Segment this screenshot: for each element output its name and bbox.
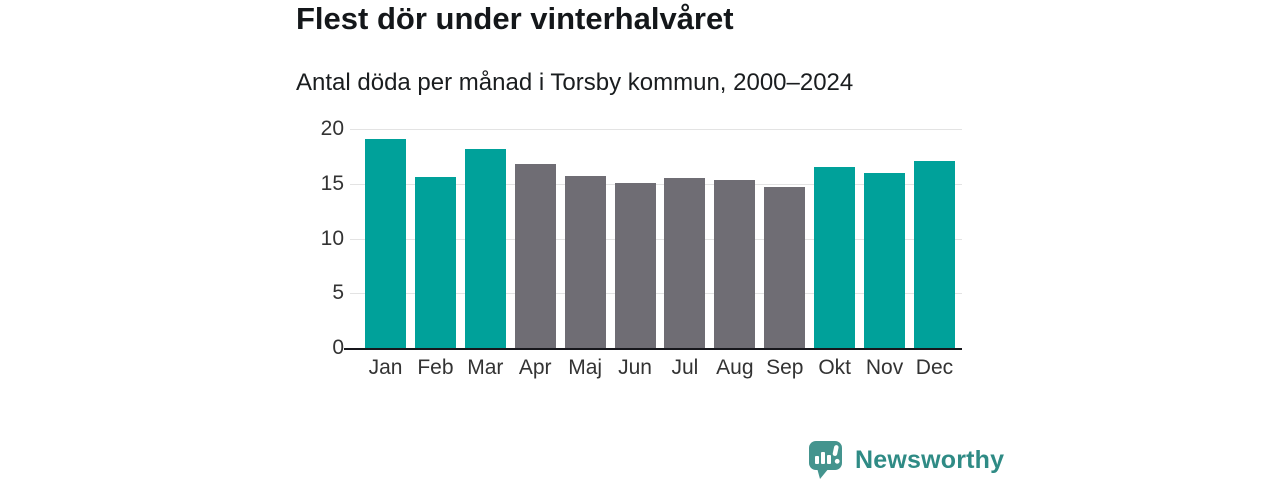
bar-maj: [564, 176, 606, 348]
gridline-20: [350, 129, 962, 130]
newsworthy-wordmark: Newsworthy: [855, 446, 1005, 474]
x-axis-line: [344, 348, 962, 350]
bar-series: [350, 129, 962, 348]
newsworthy-logo-icon: [809, 441, 842, 479]
x-tick-label-aug: Aug: [716, 356, 754, 379]
bar-jul: [664, 178, 706, 348]
y-tick-label-0: 0: [332, 336, 344, 359]
x-tick-label-jun: Jun: [618, 356, 652, 379]
bar-mar: [464, 148, 506, 348]
gridline-10: [350, 238, 962, 240]
x-tick-label-apr: Apr: [518, 356, 552, 379]
x-tick-label-okt: Okt: [818, 356, 851, 379]
bar-chart-plot-area: 0 5 10 15 20 Jan Feb Mar Apr Maj Jun Jul Aug Sep Okt N…: [321, 117, 962, 379]
bar-sep: [764, 187, 806, 348]
chart-subtitle: Antal döda per månad i Torsby kommun, 20…: [296, 69, 854, 96]
y-tick-label-5: 5: [332, 281, 344, 305]
chart-title: Flest dör under vinterhalvåret: [296, 1, 734, 36]
bar-okt: [814, 167, 856, 348]
x-tick-label-maj: Maj: [568, 356, 603, 379]
x-tick-label-jul: Jul: [671, 356, 699, 379]
y-tick-label-10: 10: [320, 226, 344, 250]
bar-jun: [614, 182, 656, 348]
x-tick-label-dec: Dec: [915, 356, 954, 379]
x-tick-label-nov: Nov: [865, 356, 904, 379]
x-axis-labels: Jan Feb Mar Apr Maj Jun Jul Aug Sep Okt Nov Dec: [350, 356, 962, 380]
bar-jan: [365, 138, 406, 348]
y-tick-label-15: 15: [320, 171, 344, 195]
x-tick-label-jan: Jan: [368, 356, 403, 379]
bar-feb: [414, 177, 456, 348]
bar-nov: [864, 172, 906, 348]
x-tick-label-feb: Feb: [417, 356, 454, 379]
gridline-5: [350, 293, 962, 295]
newsworthy-brand: Newsworthy: [808, 440, 1004, 480]
x-tick-label-mar: Mar: [467, 356, 504, 379]
y-tick-label-20: 20: [320, 117, 344, 140]
bar-aug: [714, 180, 756, 348]
x-tick-label-sep: Sep: [766, 356, 804, 379]
bar-dec: [913, 160, 955, 348]
bar-apr: [514, 164, 556, 348]
gridline-15: [350, 183, 962, 185]
